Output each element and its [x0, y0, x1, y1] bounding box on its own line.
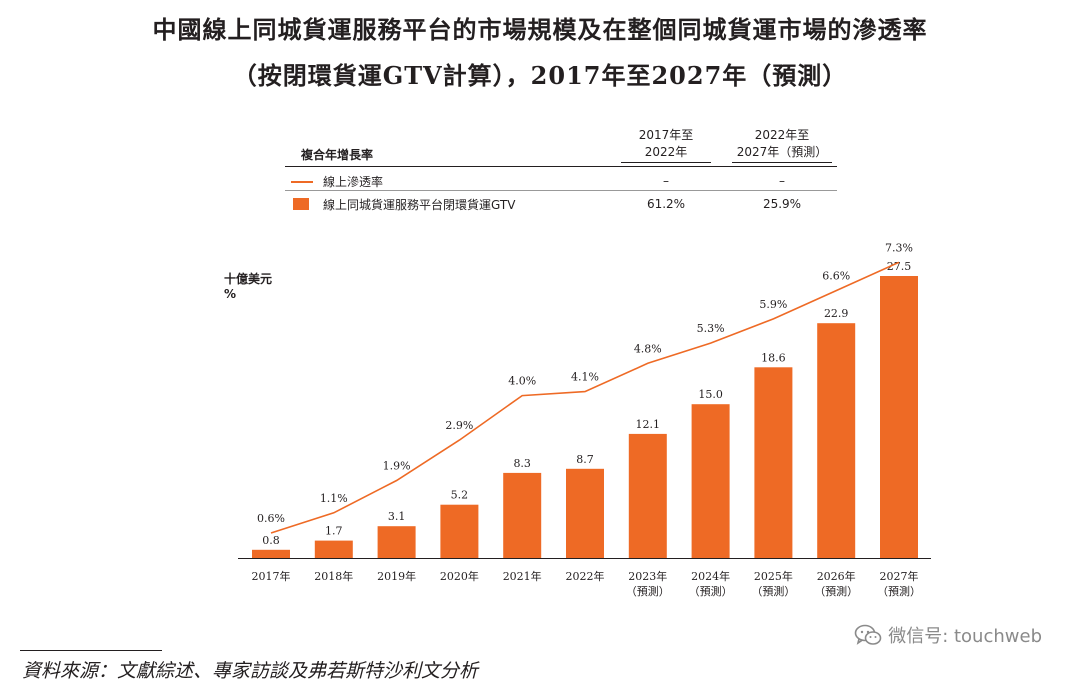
line-value-label: 6.6%: [822, 270, 850, 283]
unit-label-usd: 十億美元: [224, 272, 273, 286]
x-tick-sublabel: （預測）: [814, 584, 858, 598]
bar-2023年: [628, 433, 667, 558]
bar-2019年: [377, 526, 416, 558]
cagr-table: 複合年增長率 2017年至 2022年 2022年至 2027年（預測） 線上滲…: [285, 126, 837, 222]
cagr-col1-line1: 2017年至: [638, 128, 694, 142]
bar-value-label: 22.9: [824, 307, 849, 320]
line-value-label: 5.9%: [759, 298, 787, 311]
line-value-label: 7.3%: [885, 241, 913, 254]
x-tick-sublabel: （預測）: [877, 584, 921, 598]
x-tick-label: 2022年: [566, 569, 605, 583]
bar-value-label: 18.6: [761, 351, 786, 364]
x-tick-sublabel: （預測）: [751, 584, 795, 598]
cagr-col2-line2: 2027年（預測）: [736, 145, 828, 159]
cagr-row2-v1: 61.2%: [646, 197, 686, 211]
line-value-label: 1.9%: [383, 460, 411, 473]
bar-value-label: 5.2: [451, 489, 469, 502]
bar-2021年: [503, 472, 542, 558]
cagr-row1-v1: –: [663, 174, 669, 188]
x-tick-label: 2025年: [754, 569, 793, 583]
chart-title-line1: 中國線上同城貨運服務平台的市場規模及在整個同城貨運市場的滲透率: [152, 15, 928, 44]
bar-2017年: [252, 549, 290, 558]
x-tick-label: 2019年: [377, 569, 416, 583]
cagr-header-rule: [285, 166, 837, 167]
source-note: 資料來源：文獻綜述、專家訪談及弗若斯特沙利文分析: [22, 660, 479, 682]
bar-value-label: 3.1: [388, 510, 406, 523]
bar-2024年: [691, 404, 730, 558]
cagr-row2-v2: 25.9%: [762, 197, 802, 211]
line-value-label: 4.0%: [508, 375, 536, 388]
bar-value-label: 0.8: [262, 534, 280, 547]
cagr-col2-underline: [732, 162, 832, 163]
source-rule: [20, 650, 162, 651]
unit-label-percent: %: [224, 287, 237, 301]
bar-2022年: [566, 468, 604, 558]
bar-2018年: [314, 540, 353, 558]
penetration-rate-line: [270, 261, 900, 534]
bar-value-label: 1.7: [325, 525, 343, 538]
line-value-label: 5.3%: [697, 322, 725, 335]
x-tick-label: 2024年: [691, 569, 730, 583]
cagr-col1-line2: 2022年: [644, 145, 688, 159]
bar-value-label: 12.1: [636, 418, 661, 431]
x-tick-label: 2021年: [503, 569, 542, 583]
cagr-row1-label: 線上滲透率: [323, 175, 384, 189]
line-value-label: 4.8%: [634, 342, 662, 355]
watermark-text: 微信号: touchweb: [888, 626, 1042, 647]
chart-title-line2: （按閉環貨運GTV計算），2017年至2027年（預測）: [232, 61, 848, 90]
line-value-label: 1.1%: [320, 492, 348, 505]
x-tick-label: 2020年: [440, 569, 479, 583]
cagr-col2-header: 2022年至 2027年（預測）: [727, 127, 837, 161]
cagr-row1-v2: –: [779, 174, 785, 188]
x-tick-sublabel: （預測）: [626, 584, 670, 598]
bar-2025年: [754, 367, 793, 558]
line-value-label: 2.9%: [445, 419, 473, 432]
cagr-col1-header: 2017年至 2022年: [611, 127, 721, 161]
line-value-label: 0.6%: [257, 512, 285, 525]
bar-value-label: 27.5: [887, 260, 912, 273]
cagr-header-label: 複合年增長率: [301, 148, 374, 162]
watermark: 微信号: touchweb: [854, 622, 1042, 648]
x-tick-label: 2023年: [628, 569, 667, 583]
bar-value-label: 8.3: [513, 457, 531, 470]
bar-2027年: [880, 276, 918, 558]
x-tick-sublabel: （預測）: [689, 584, 733, 598]
bar-2020年: [440, 504, 479, 558]
bar-2026年: [817, 323, 856, 558]
legend-bar-swatch: [293, 198, 309, 210]
cagr-row-rule: [285, 190, 837, 191]
cagr-row2-label: 線上同城貨運服務平台閉環貨運GTV: [323, 198, 516, 212]
cagr-col2-line1: 2022年至: [754, 128, 810, 142]
bar-value-label: 15.0: [698, 388, 723, 401]
x-tick-label: 2017年: [252, 569, 291, 583]
cagr-col1-underline: [621, 162, 711, 163]
wechat-icon: [854, 624, 882, 645]
bar-value-label: 8.7: [576, 453, 594, 466]
x-tick-label: 2026年: [817, 569, 856, 583]
x-tick-label: 2027年: [880, 569, 919, 583]
line-value-label: 4.1%: [571, 371, 599, 384]
x-tick-label: 2018年: [314, 569, 353, 583]
legend-line-swatch: [291, 181, 313, 183]
